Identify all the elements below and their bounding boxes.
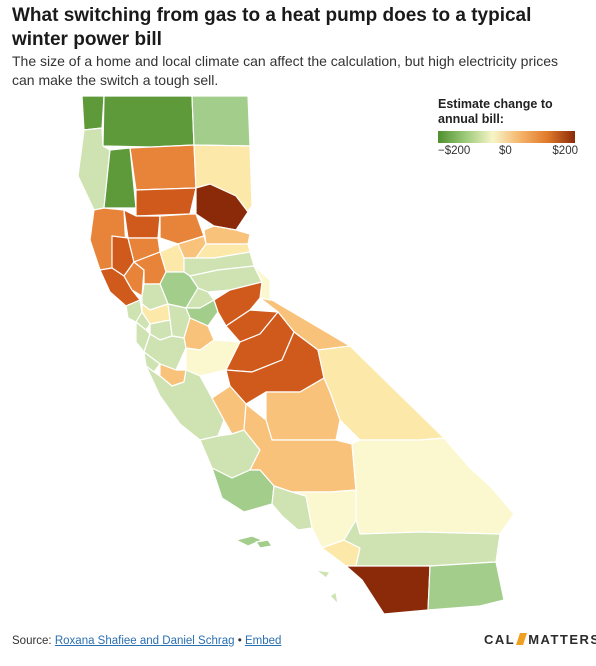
calmatters-logo[interactable]: CAL MATTERS [484, 632, 596, 647]
chart-subtitle: The size of a home and local climate can… [12, 53, 559, 88]
legend-tick-max: $200 [552, 145, 578, 157]
island-santa-catalina [315, 569, 331, 579]
legend-tick-min: −$200 [438, 145, 471, 157]
county-santa-barbara[interactable] [211, 467, 275, 513]
color-legend: Estimate change to annual bill: −$200 $0… [438, 97, 578, 159]
county-san-bernardino[interactable] [351, 437, 515, 535]
county-sonoma[interactable] [99, 267, 141, 307]
county-glenn[interactable] [123, 209, 161, 239]
county-del-norte[interactable] [81, 95, 105, 131]
footer: Source: Roxana Shafiee and Daniel Schrag… [12, 635, 281, 647]
embed-link[interactable]: Embed [244, 635, 282, 647]
legend-ticks: −$200 $0 $200 [438, 145, 578, 159]
county-plumas[interactable] [195, 183, 249, 231]
legend-title: Estimate change to annual bill: [438, 97, 553, 126]
island-san-clemente [329, 591, 339, 605]
county-imperial[interactable] [427, 561, 505, 611]
logo-mark-icon [516, 633, 528, 645]
county-monterey[interactable] [145, 365, 225, 441]
footer-separator: • [237, 635, 242, 647]
island-santa-rosa [255, 539, 273, 549]
island-santa-cruz [235, 535, 263, 547]
county-siskiyou[interactable] [102, 95, 195, 148]
logo-text-left: CAL [484, 632, 516, 647]
county-sierra[interactable] [203, 225, 251, 245]
logo-text-right: MATTERS [528, 632, 596, 647]
county-modoc[interactable] [191, 95, 251, 147]
county-tehama[interactable] [135, 187, 197, 217]
county-shasta[interactable] [129, 144, 197, 191]
source-link[interactable]: Roxana Shafiee and Daniel Schrag [54, 635, 235, 647]
chart-title: What switching from gas to a heat pump d… [12, 5, 532, 50]
county-san-diego[interactable] [345, 565, 431, 615]
legend-color-ramp [438, 131, 575, 143]
source-label: Source: [12, 635, 52, 647]
legend-tick-zero: $0 [499, 145, 512, 157]
county-tuolumne[interactable] [213, 281, 263, 327]
county-napa[interactable] [123, 261, 145, 297]
